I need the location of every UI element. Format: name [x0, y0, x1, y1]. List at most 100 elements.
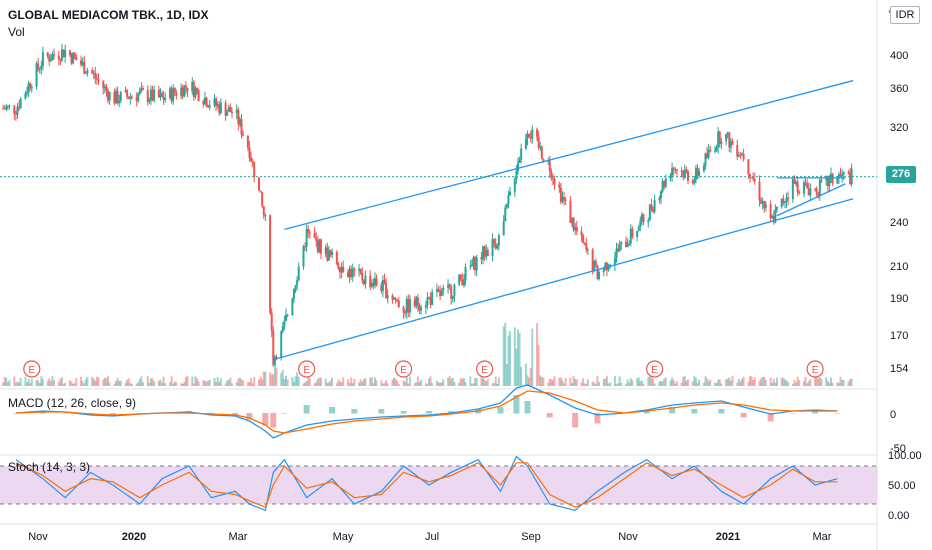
price-tick: 190	[890, 293, 908, 305]
volume-bar	[227, 380, 230, 386]
macd-histogram-bar	[270, 413, 277, 428]
candle-body	[149, 89, 152, 100]
volume-bar	[162, 376, 165, 386]
currency-badge[interactable]: IDR	[890, 6, 920, 24]
candle-body	[607, 267, 610, 271]
candle-body	[49, 60, 52, 62]
earnings-marker-label: E	[481, 365, 488, 376]
volume-bar	[714, 382, 716, 386]
candle-body	[30, 86, 33, 89]
volume-bar	[151, 378, 154, 386]
candle-body	[709, 149, 712, 152]
volume-bar	[548, 378, 551, 386]
volume-bar	[450, 378, 453, 386]
stoch-title[interactable]: Stoch (14, 3, 3)	[8, 460, 90, 474]
symbol-title[interactable]: GLOBAL MEDIACOM TBK., 1D, IDX	[8, 8, 209, 22]
volume-bar	[440, 381, 443, 386]
volume-bar	[828, 382, 831, 386]
volume-bar	[124, 382, 127, 386]
volume-bar	[375, 380, 378, 386]
candle-body	[518, 159, 521, 163]
candle-body	[431, 291, 434, 305]
volume-bar	[48, 378, 51, 386]
candle-body	[62, 49, 65, 57]
candle-body	[586, 249, 589, 251]
volume-bar	[73, 383, 76, 386]
candle-body	[714, 150, 716, 152]
volume-bar	[428, 378, 430, 386]
candle-body	[137, 93, 140, 101]
candle-body	[59, 59, 62, 61]
volume-bar	[739, 381, 742, 386]
candle-body	[515, 171, 518, 180]
macd-title[interactable]: MACD (12, 26, close, 9)	[8, 396, 136, 410]
candle-body	[693, 179, 696, 184]
volume-bar	[264, 371, 267, 386]
volume-bar	[235, 382, 238, 386]
volume-bar	[196, 378, 199, 386]
candle-body	[369, 275, 372, 287]
volume-bar	[307, 376, 310, 386]
volume-bar	[418, 382, 421, 386]
candle-body	[729, 140, 732, 148]
candle-body	[162, 96, 165, 100]
volume-bar	[308, 378, 311, 386]
candle-body	[373, 278, 376, 286]
volume-bar	[663, 378, 666, 386]
volume-bar	[127, 378, 130, 386]
candle-body	[192, 82, 195, 97]
candle-body	[650, 204, 653, 210]
candle-body	[304, 246, 307, 248]
volume-bar	[680, 382, 683, 386]
volume-label[interactable]: Vol	[8, 25, 25, 39]
volume-bar	[380, 380, 383, 386]
candle-body	[292, 289, 295, 299]
candle-body	[472, 257, 475, 265]
volume-bar	[97, 377, 100, 386]
candle-body	[29, 83, 32, 89]
candle-body	[625, 241, 628, 248]
volume-bar	[70, 381, 73, 386]
candle-body	[558, 184, 561, 188]
volume-bar	[381, 383, 384, 386]
volume-bar	[169, 382, 172, 386]
candle-body	[806, 183, 809, 189]
candle-body	[669, 175, 672, 179]
trend-lines[interactable]	[273, 79, 854, 361]
candle-body	[83, 61, 86, 74]
candle-body	[569, 200, 572, 223]
candle-body	[626, 244, 629, 248]
volume-bar	[502, 326, 505, 386]
candle-body	[84, 73, 87, 75]
volume-bar	[194, 376, 197, 386]
candle-body	[575, 226, 578, 232]
volume-bar	[304, 382, 307, 386]
candle-body	[375, 278, 378, 285]
candle-body	[741, 153, 744, 156]
volume-bar	[787, 382, 790, 386]
candle-body	[372, 282, 375, 286]
volume-bar	[292, 381, 295, 386]
volume-bar	[783, 379, 786, 386]
volume-bar	[839, 376, 842, 386]
candle-body	[57, 55, 60, 60]
volume-bar	[391, 379, 394, 386]
candle-body	[807, 188, 810, 196]
volume-bar	[426, 383, 429, 386]
candle-body	[795, 181, 798, 184]
volume-bar	[653, 383, 656, 386]
candle-body	[297, 266, 300, 281]
triangle-lower	[776, 183, 846, 217]
volume-bar	[736, 382, 739, 386]
candle-body	[564, 199, 567, 201]
volume-bar	[72, 383, 75, 386]
volume-bar	[102, 379, 105, 386]
volume-bar	[27, 378, 30, 386]
volume-bar	[837, 383, 840, 386]
volume-bar	[685, 380, 688, 386]
volume-bar	[86, 376, 89, 386]
volume-bar	[148, 382, 151, 386]
earnings-marker	[298, 360, 316, 378]
